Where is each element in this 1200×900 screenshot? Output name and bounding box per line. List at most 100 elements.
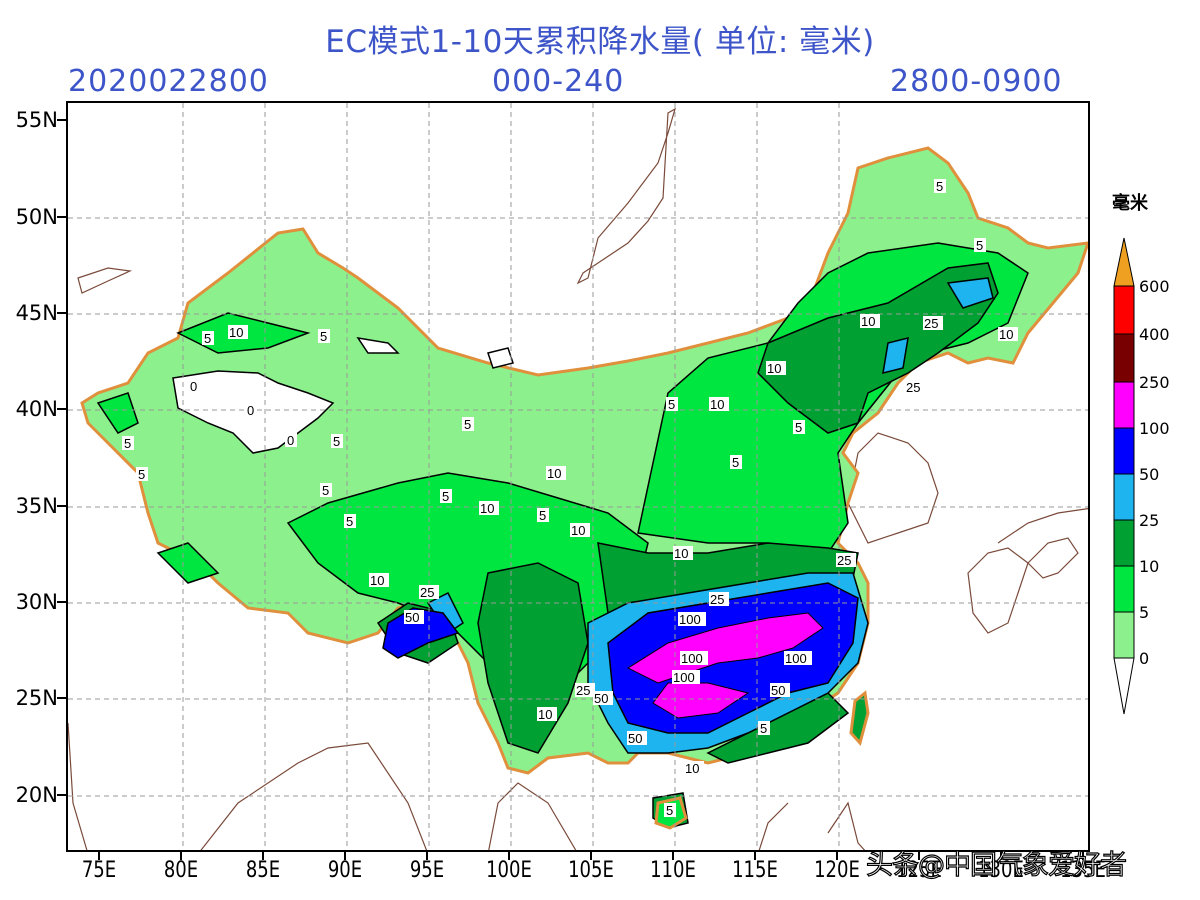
contour-label: 5 xyxy=(974,238,986,253)
x-tick-mark xyxy=(98,852,100,860)
contour-label: 25 xyxy=(923,316,943,331)
svg-text:5: 5 xyxy=(442,489,449,504)
map-canvas: 0 0 0 5 10 5 5 5 5 5 5 5 10 5 10 5 10 5 … xyxy=(68,103,1088,850)
country-borders xyxy=(68,107,1088,850)
contour-label: 0 xyxy=(188,379,200,394)
china-landmass xyxy=(80,146,1088,775)
precipitation-map: 0 0 0 5 10 5 5 5 5 5 5 5 10 5 10 5 10 5 … xyxy=(66,101,1090,852)
contour-label: 5 xyxy=(136,467,148,482)
svg-text:25: 25 xyxy=(420,585,434,600)
x-tick-label: 135E xyxy=(1060,858,1106,883)
svg-text:10: 10 xyxy=(710,397,724,412)
colorbar-level: 0 xyxy=(1139,649,1150,668)
contour-label: 100 xyxy=(678,612,706,627)
valid-range-label: 2800-0900 xyxy=(890,64,1063,99)
x-tick-label: 105E xyxy=(568,858,614,883)
contour-label: 5 xyxy=(934,179,946,194)
svg-text:10: 10 xyxy=(999,327,1013,342)
x-tick-mark xyxy=(918,852,920,860)
contour-label: 0 xyxy=(285,433,297,448)
svg-text:10: 10 xyxy=(229,325,243,340)
x-tick-mark xyxy=(508,852,510,860)
colorbar-level: 10 xyxy=(1139,557,1160,576)
colorbar-strip xyxy=(1113,237,1135,715)
y-tick-mark xyxy=(57,505,66,507)
contour-label: 5 xyxy=(320,483,332,498)
contour-labels: 0 0 0 5 10 5 5 5 5 5 5 5 10 5 10 5 10 5 … xyxy=(122,179,1018,818)
x-tick-mark xyxy=(1000,852,1002,860)
y-tick-mark xyxy=(57,408,66,410)
x-tick-mark xyxy=(672,852,674,860)
contour-label: 5 xyxy=(344,514,356,529)
svg-text:10: 10 xyxy=(685,761,699,776)
contour-label: 5 xyxy=(666,397,678,412)
svg-text:10: 10 xyxy=(861,314,875,329)
y-tick-label: 55N xyxy=(15,108,58,132)
svg-text:10: 10 xyxy=(538,707,552,722)
colorbar-level: 25 xyxy=(1139,511,1160,530)
contour-label: 10 xyxy=(673,546,693,561)
colorbar-level: 400 xyxy=(1139,325,1170,344)
x-tick-mark xyxy=(754,852,756,860)
y-tick-label: 30N xyxy=(15,590,58,614)
contour-label: 10 xyxy=(479,501,499,516)
svg-text:5: 5 xyxy=(936,179,943,194)
x-tick-label: 110E xyxy=(650,858,696,883)
svg-text:10: 10 xyxy=(571,523,585,538)
svg-text:100: 100 xyxy=(673,670,695,685)
svg-text:100: 100 xyxy=(679,612,701,627)
svg-text:25: 25 xyxy=(924,316,938,331)
contour-label: 10 xyxy=(684,761,704,776)
x-tick-mark xyxy=(1082,852,1084,860)
x-tick-label: 75E xyxy=(81,858,117,883)
y-tick-mark xyxy=(57,601,66,603)
svg-text:10: 10 xyxy=(370,573,384,588)
x-tick-mark xyxy=(426,852,428,860)
contour-label: 10 xyxy=(570,523,590,538)
svg-text:10: 10 xyxy=(767,361,781,376)
x-tick-label: 115E xyxy=(732,858,778,883)
contour-label: 25 xyxy=(575,683,595,698)
y-tick-label: 25N xyxy=(15,686,58,710)
svg-text:5: 5 xyxy=(760,721,767,736)
svg-text:10: 10 xyxy=(674,546,688,561)
y-tick-mark xyxy=(57,119,66,121)
contour-label: 5 xyxy=(202,331,214,346)
x-tick-label: 125E xyxy=(896,858,942,883)
contour-label: 10 xyxy=(998,327,1018,342)
svg-text:10: 10 xyxy=(547,466,561,481)
y-tick-mark xyxy=(57,312,66,314)
y-tick-label: 40N xyxy=(15,397,58,421)
contour-label: 10 xyxy=(860,314,880,329)
x-tick-label: 120E xyxy=(814,858,860,883)
colorbar-overflow-triangle xyxy=(1113,237,1135,287)
contour-label: 100 xyxy=(672,670,700,685)
svg-text:5: 5 xyxy=(666,803,673,818)
svg-text:25: 25 xyxy=(710,592,724,607)
contour-label: 25 xyxy=(836,553,856,568)
svg-text:5: 5 xyxy=(795,420,802,435)
colorbar-unit: 毫米 xyxy=(1112,193,1148,214)
contour-label: 5 xyxy=(664,803,676,818)
svg-text:5: 5 xyxy=(346,514,353,529)
svg-text:5: 5 xyxy=(464,417,471,432)
colorbar-level: 100 xyxy=(1139,419,1170,438)
contour-label: 5 xyxy=(331,434,343,449)
svg-text:5: 5 xyxy=(204,331,211,346)
colorbar-level: 600 xyxy=(1139,277,1170,296)
svg-text:25: 25 xyxy=(837,553,851,568)
svg-text:5: 5 xyxy=(732,455,739,470)
contour-label: 5 xyxy=(537,508,549,523)
svg-text:5: 5 xyxy=(124,436,131,451)
svg-text:5: 5 xyxy=(322,483,329,498)
svg-text:25: 25 xyxy=(576,683,590,698)
contour-label: 10 xyxy=(369,573,389,588)
contour-label: 5 xyxy=(462,417,474,432)
svg-text:5: 5 xyxy=(320,329,327,344)
svg-text:5: 5 xyxy=(539,508,546,523)
watermark: 头条@中国气象爱好者 xyxy=(865,849,1127,881)
svg-text:0: 0 xyxy=(287,433,294,448)
contour-label: 5 xyxy=(758,721,770,736)
colorbar-underflow-triangle xyxy=(1113,657,1135,715)
svg-text:100: 100 xyxy=(681,651,703,666)
